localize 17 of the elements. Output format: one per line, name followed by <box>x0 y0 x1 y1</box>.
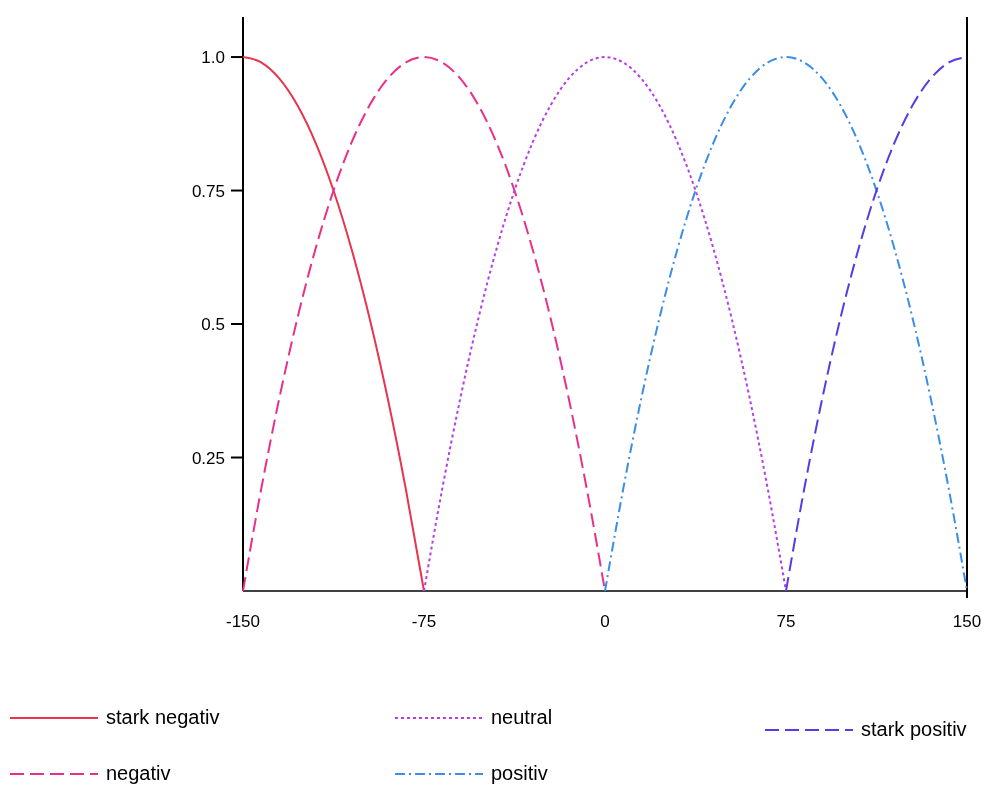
x-tick-label: 75 <box>776 612 796 631</box>
x-tick-label: 0 <box>600 612 610 631</box>
legend-label: neutral <box>491 706 553 728</box>
y-tick-label: 0.5 <box>201 315 225 335</box>
line-series <box>423 56 787 592</box>
legend-label: stark positiv <box>861 718 967 740</box>
x-tick-label: -150 <box>225 612 261 631</box>
line-series <box>604 56 968 592</box>
x-tick-label: 150 <box>952 612 982 631</box>
legend-label: stark negativ <box>106 706 220 728</box>
legend-label: positiv <box>491 762 548 784</box>
y-tick-label: 0.25 <box>191 448 225 468</box>
y-tick-label: 1.0 <box>201 48 225 68</box>
y-tick-label: 0.75 <box>191 181 225 201</box>
legend-label: negativ <box>106 762 171 784</box>
x-tick-label: -75 <box>411 612 437 631</box>
line-series <box>242 56 606 592</box>
